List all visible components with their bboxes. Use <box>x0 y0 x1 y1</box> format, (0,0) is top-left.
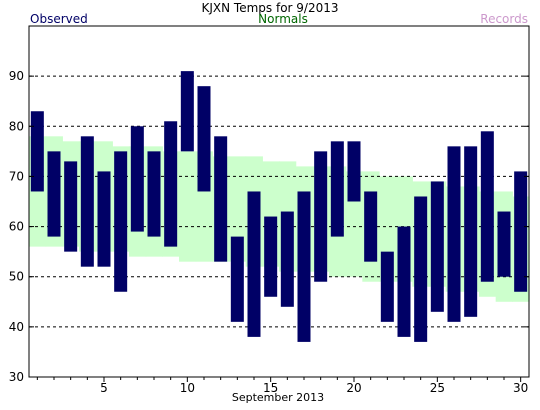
observed-bar-day-30 <box>514 171 528 292</box>
x-tick-label-10: 10 <box>180 381 195 395</box>
observed-bar-day-21 <box>364 191 378 262</box>
observed-bar-day-19 <box>330 141 344 237</box>
observed-bar-day-17 <box>297 191 311 342</box>
observed-bar-day-12 <box>214 136 228 262</box>
observed-bar-day-3 <box>64 161 78 252</box>
observed-bar-day-15 <box>264 216 278 297</box>
y-tick-label-70: 70 <box>9 169 24 183</box>
observed-bar-day-25 <box>430 181 444 312</box>
observed-bar-day-5 <box>97 171 111 267</box>
x-tick-label-20: 20 <box>346 381 361 395</box>
x-tick-label-15: 15 <box>263 381 278 395</box>
y-tick-label-80: 80 <box>9 119 24 133</box>
plot-frame <box>28 25 530 378</box>
y-tick-label-60: 60 <box>9 220 24 234</box>
observed-bar-day-26 <box>447 146 461 322</box>
observed-bar-day-27 <box>464 146 478 317</box>
observed-bar-day-10 <box>180 71 194 152</box>
x-tick-label-25: 25 <box>430 381 445 395</box>
observed-bar-day-7 <box>130 126 144 232</box>
legend-observed: Observed <box>30 12 88 26</box>
observed-bar-day-20 <box>347 141 361 202</box>
x-tick-label-30: 30 <box>513 381 528 395</box>
plot-area: 30 40 50 60 70 80 90 5 10 15 20 25 30 <box>9 25 530 395</box>
y-tick-label-50: 50 <box>9 270 24 284</box>
observed-bar-day-22 <box>380 251 394 322</box>
observed-bar-day-24 <box>414 196 428 342</box>
observed-bar-day-13 <box>230 236 244 322</box>
observed-bar-day-16 <box>280 211 294 307</box>
observed-bar-day-18 <box>314 151 328 282</box>
observed-bar-day-6 <box>114 151 128 292</box>
observed-bar-day-23 <box>397 226 411 337</box>
observed-bar-day-4 <box>80 136 94 267</box>
y-tick-label-40: 40 <box>9 320 24 334</box>
x-tick-label-5: 5 <box>100 381 108 395</box>
observed-bar-day-11 <box>197 86 211 192</box>
normal-band-day-13 <box>229 156 247 262</box>
observed-bar-day-29 <box>497 211 511 277</box>
observed-bar-day-14 <box>247 191 261 337</box>
observed-bar-day-2 <box>47 151 61 237</box>
observed-bar-day-9 <box>164 121 178 247</box>
legend-records: Records <box>480 12 528 26</box>
legend-normals: Normals <box>258 12 308 26</box>
y-tick-label-90: 90 <box>9 69 24 83</box>
x-axis-label: September 2013 <box>232 391 324 404</box>
observed-bar-day-1 <box>30 111 44 192</box>
chart-title: KJXN Temps for 9/2013 <box>202 1 339 15</box>
observed-bar-day-28 <box>480 131 494 282</box>
normal-band-day-10 <box>179 151 197 262</box>
y-tick-label-30: 30 <box>9 370 24 384</box>
observed-bar-day-8 <box>147 151 161 237</box>
